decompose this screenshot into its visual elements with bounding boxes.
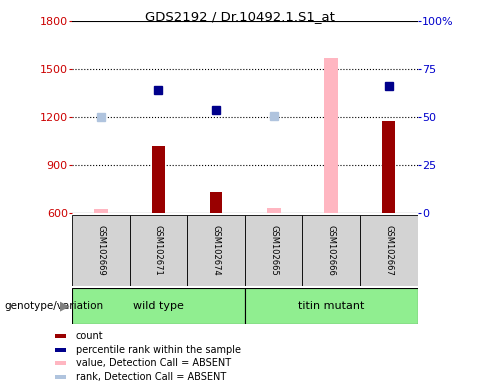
Text: rank, Detection Call = ABSENT: rank, Detection Call = ABSENT xyxy=(76,372,226,382)
Text: GSM102669: GSM102669 xyxy=(96,225,105,276)
Bar xyxy=(360,215,418,286)
Text: GSM102667: GSM102667 xyxy=(384,225,393,276)
Text: GSM102666: GSM102666 xyxy=(327,225,336,276)
Text: genotype/variation: genotype/variation xyxy=(5,301,104,311)
Bar xyxy=(152,146,165,213)
Bar xyxy=(55,348,66,352)
Bar xyxy=(383,121,395,213)
Text: GDS2192 / Dr.10492.1.S1_at: GDS2192 / Dr.10492.1.S1_at xyxy=(145,10,335,23)
Bar xyxy=(72,215,130,286)
Bar xyxy=(130,215,187,286)
Text: count: count xyxy=(76,331,103,341)
Bar xyxy=(94,209,108,213)
Text: wild type: wild type xyxy=(133,301,184,311)
Text: value, Detection Call = ABSENT: value, Detection Call = ABSENT xyxy=(76,358,231,368)
Bar xyxy=(55,334,66,338)
Text: GSM102665: GSM102665 xyxy=(269,225,278,276)
Text: ▶: ▶ xyxy=(60,300,70,313)
Bar xyxy=(187,215,245,286)
Text: percentile rank within the sample: percentile rank within the sample xyxy=(76,345,240,355)
Bar xyxy=(55,361,66,365)
Bar xyxy=(302,215,360,286)
Bar xyxy=(245,288,418,324)
Bar xyxy=(72,288,245,324)
Bar xyxy=(210,192,222,213)
Bar xyxy=(324,58,338,213)
Bar xyxy=(55,375,66,379)
Bar xyxy=(245,215,302,286)
Text: titin mutant: titin mutant xyxy=(298,301,364,311)
Text: GSM102674: GSM102674 xyxy=(212,225,220,276)
Bar xyxy=(266,208,281,213)
Text: GSM102671: GSM102671 xyxy=(154,225,163,276)
